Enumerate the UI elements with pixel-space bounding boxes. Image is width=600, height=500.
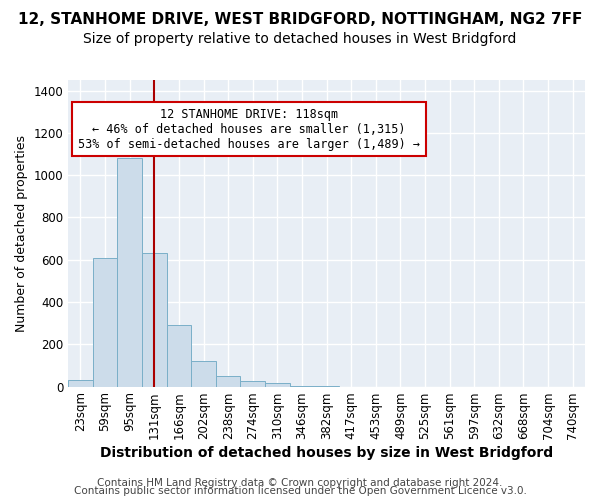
Bar — [216, 376, 241, 386]
Bar — [68, 380, 93, 386]
Bar — [118, 158, 142, 386]
Y-axis label: Number of detached properties: Number of detached properties — [15, 135, 28, 332]
Text: Contains HM Land Registry data © Crown copyright and database right 2024.: Contains HM Land Registry data © Crown c… — [97, 478, 503, 488]
Bar — [265, 383, 290, 386]
Text: Contains public sector information licensed under the Open Government Licence v3: Contains public sector information licen… — [74, 486, 526, 496]
Bar — [142, 254, 167, 386]
Bar — [191, 361, 216, 386]
Text: Size of property relative to detached houses in West Bridgford: Size of property relative to detached ho… — [83, 32, 517, 46]
Text: 12 STANHOME DRIVE: 118sqm
← 46% of detached houses are smaller (1,315)
53% of se: 12 STANHOME DRIVE: 118sqm ← 46% of detac… — [78, 108, 420, 150]
Bar — [167, 326, 191, 386]
Text: 12, STANHOME DRIVE, WEST BRIDGFORD, NOTTINGHAM, NG2 7FF: 12, STANHOME DRIVE, WEST BRIDGFORD, NOTT… — [18, 12, 582, 28]
Bar — [93, 258, 118, 386]
X-axis label: Distribution of detached houses by size in West Bridgford: Distribution of detached houses by size … — [100, 446, 553, 460]
Bar — [241, 382, 265, 386]
